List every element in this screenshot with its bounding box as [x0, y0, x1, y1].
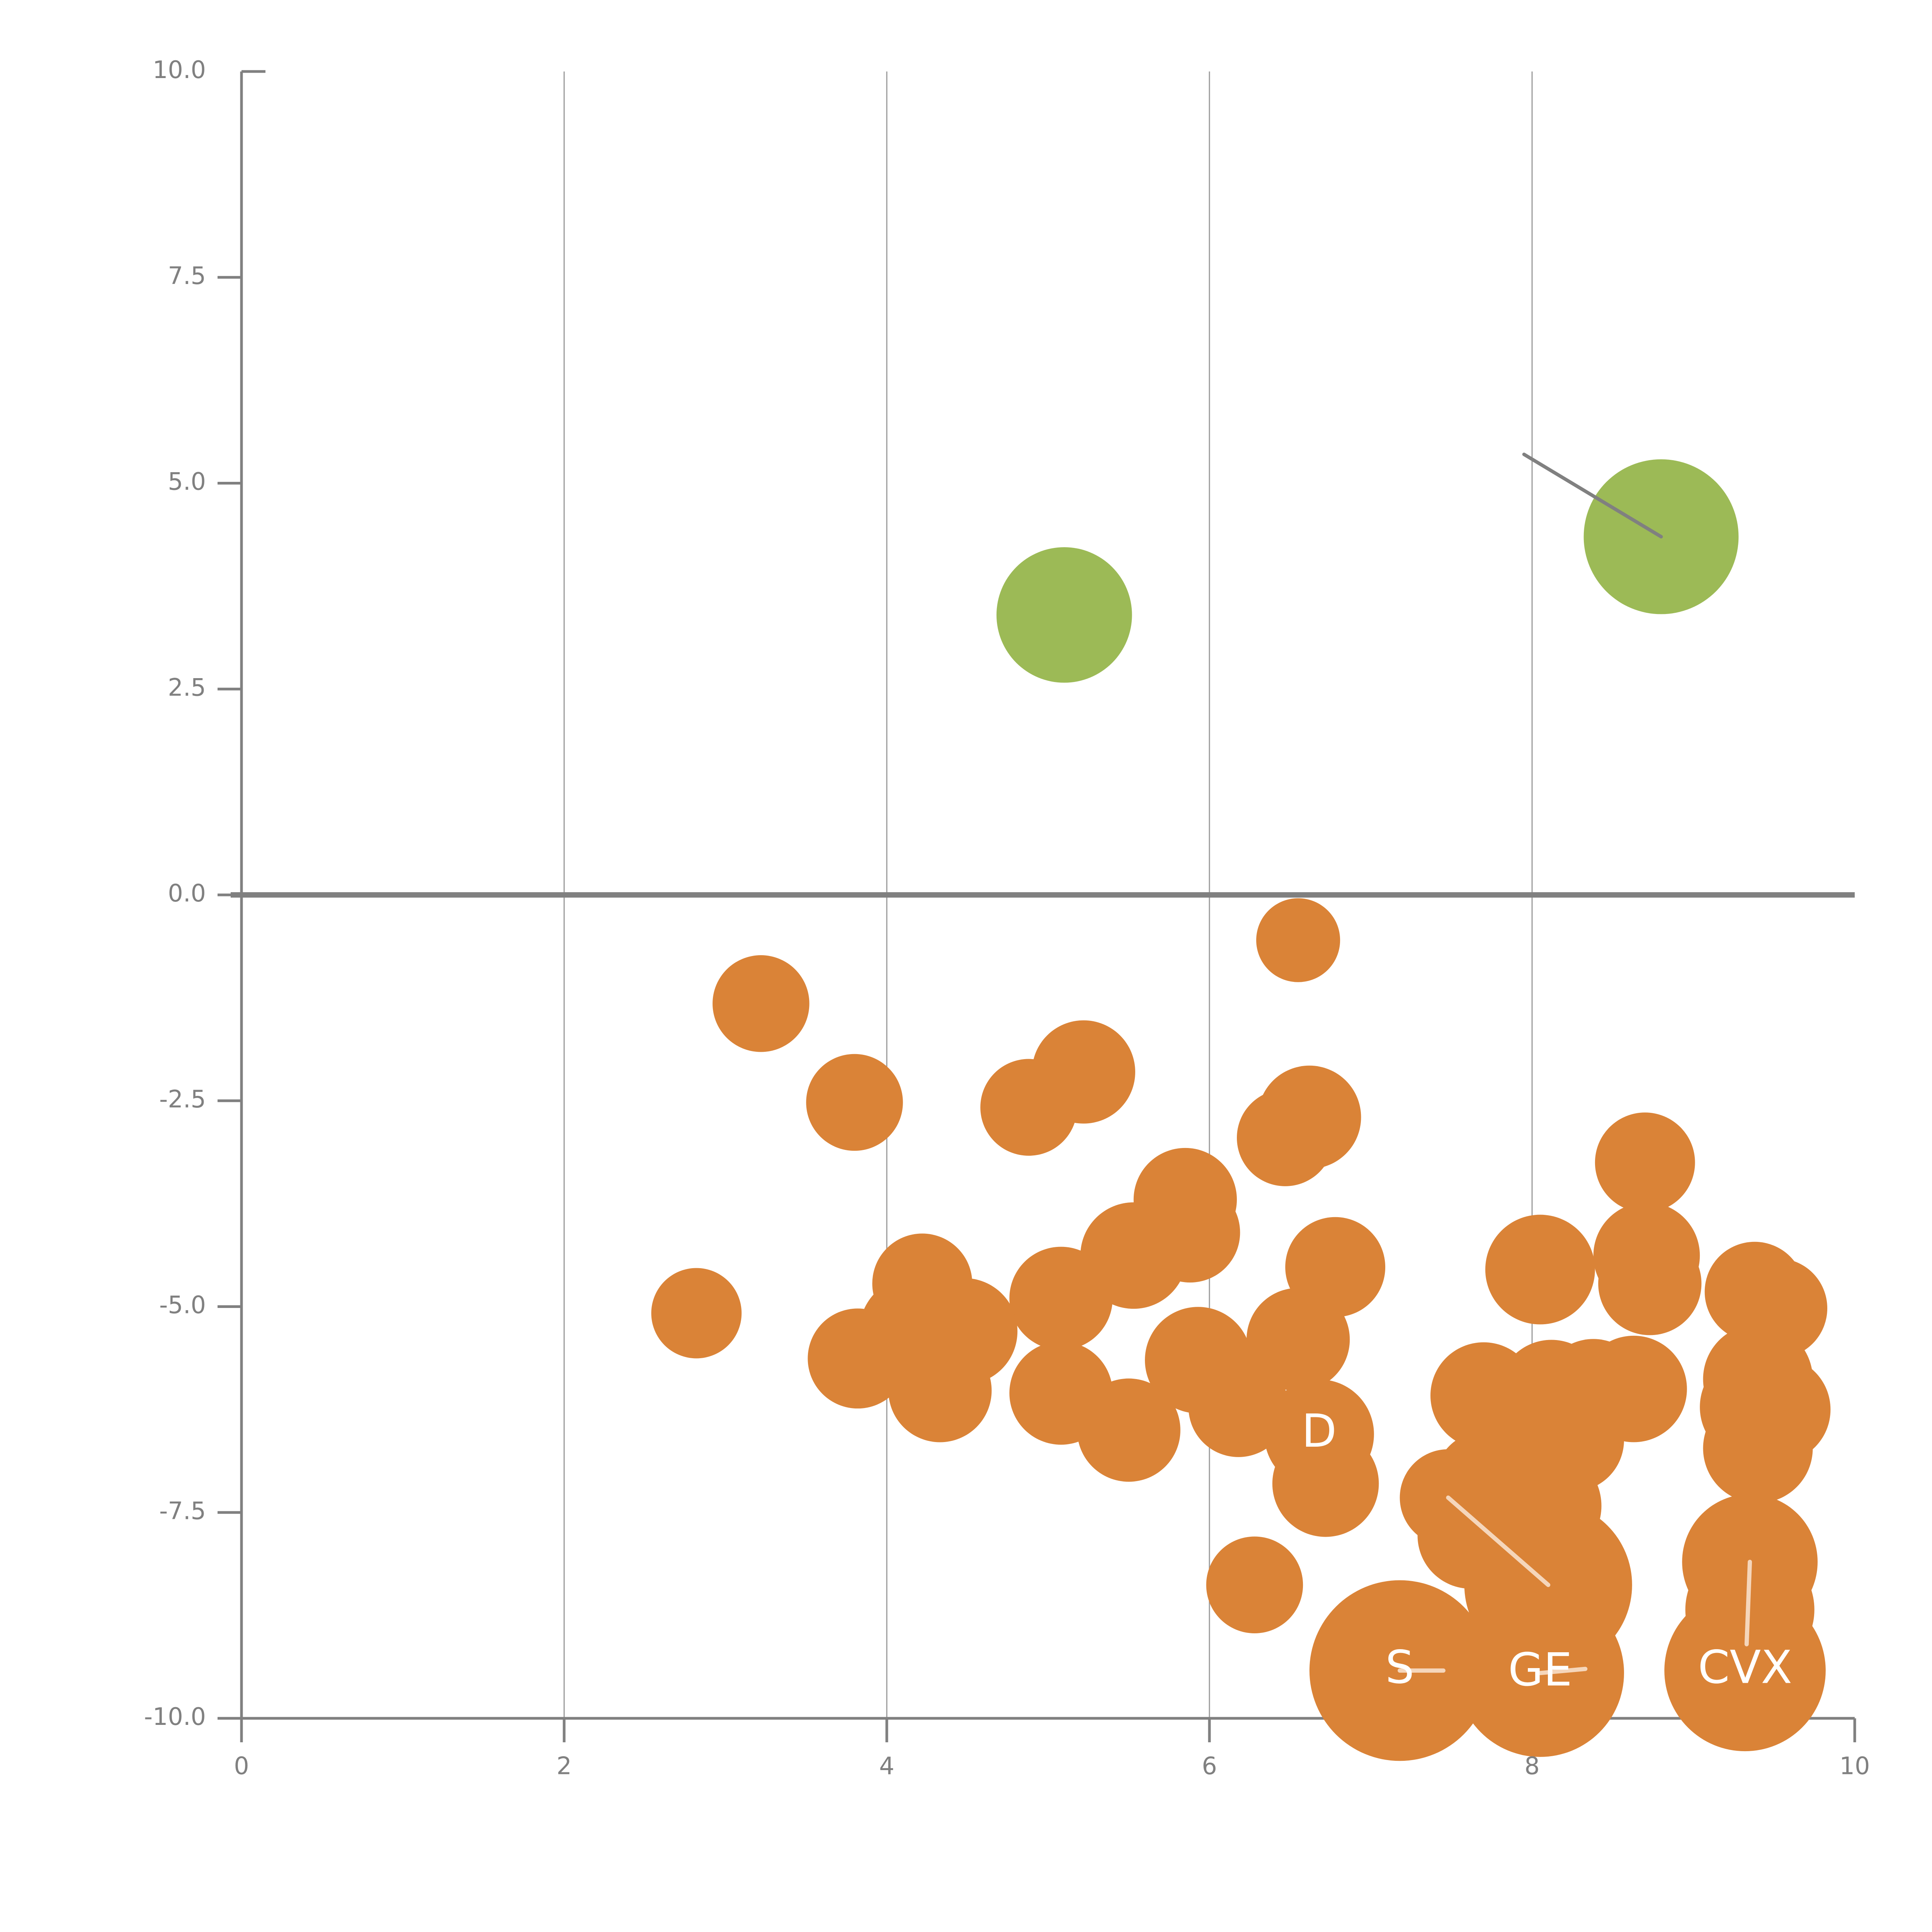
leader-line-light-0 — [1446, 1495, 1551, 1587]
bubble-positive-0[interactable] — [996, 547, 1132, 683]
leader-line-positive-1 — [1522, 452, 1663, 539]
bubble-negative-14[interactable] — [1598, 1232, 1702, 1335]
x-tick-label-4: 8 — [1524, 1752, 1539, 1780]
y-tick-label-4: 0.0 — [168, 879, 206, 907]
axis-spines — [240, 70, 1856, 1742]
x-tick-label-3: 6 — [1202, 1752, 1217, 1780]
y-axis-tick-labels: 10.0 7.5 5.0 2.5 0.0 -2.5 -5.0 -7.5 -10.0 — [144, 56, 206, 1731]
bubble-negative-1[interactable] — [713, 955, 810, 1052]
y-tick-label-7: -7.5 — [159, 1497, 206, 1525]
bubble-negative-51[interactable] — [1664, 1590, 1826, 1752]
bubble-negative-3[interactable] — [806, 1054, 903, 1151]
bubble-negative-19[interactable] — [651, 1268, 742, 1359]
bubble-negative-39[interactable] — [1703, 1393, 1813, 1503]
leader-line-light-2 — [1538, 1667, 1588, 1675]
leader-lines — [1398, 452, 1752, 1675]
leader-line-light-3 — [1744, 1560, 1752, 1646]
bubble-negative-26[interactable] — [888, 1339, 992, 1442]
bubble-negative-13[interactable] — [1485, 1214, 1595, 1325]
bubble-negative-17[interactable] — [1009, 1247, 1113, 1350]
bubble-negative-32[interactable] — [1188, 1357, 1289, 1457]
y-tick-label-3: 2.5 — [168, 673, 206, 701]
bubble-negative-7[interactable] — [1595, 1112, 1695, 1213]
x-tick-label-2: 4 — [879, 1752, 894, 1780]
bubble-negative-47[interactable] — [1206, 1536, 1303, 1634]
bubble-label-s: S — [1385, 1641, 1414, 1694]
bubble-negative-40[interactable] — [1272, 1430, 1379, 1537]
y-tick-label-5: -2.5 — [159, 1085, 206, 1113]
bubble-label-cvx: CVX — [1698, 1641, 1792, 1694]
x-tick-label-0: 0 — [234, 1752, 249, 1780]
x-tick-label-1: 2 — [556, 1752, 571, 1780]
x-tick-label-5: 10 — [1840, 1752, 1870, 1780]
bubble-labels: D S GE CVX — [1301, 1404, 1792, 1696]
bubble-negative-22[interactable] — [1247, 1288, 1350, 1391]
bubble-label-ge: GE — [1508, 1643, 1572, 1696]
y-tick-label-6: -5.0 — [159, 1291, 206, 1319]
y-tick-label-2: 5.0 — [168, 468, 206, 496]
bubble-negative-4[interactable] — [980, 1059, 1077, 1156]
bubble-label-d: D — [1301, 1404, 1337, 1458]
bubble-negative-36[interactable] — [1077, 1378, 1180, 1482]
x-axis-tick-labels: 0 2 4 6 8 10 — [234, 1752, 1870, 1780]
y-tick-label-0: 10.0 — [153, 56, 206, 84]
bubble-negative-6[interactable] — [1236, 1089, 1334, 1186]
y-tick-label-1: 7.5 — [168, 262, 206, 290]
bubble-negative-0[interactable] — [1256, 898, 1340, 982]
bubble-negative-23[interactable] — [808, 1308, 908, 1409]
data-bubbles[interactable] — [651, 459, 1831, 1761]
y-tick-label-8: -10.0 — [144, 1702, 206, 1731]
